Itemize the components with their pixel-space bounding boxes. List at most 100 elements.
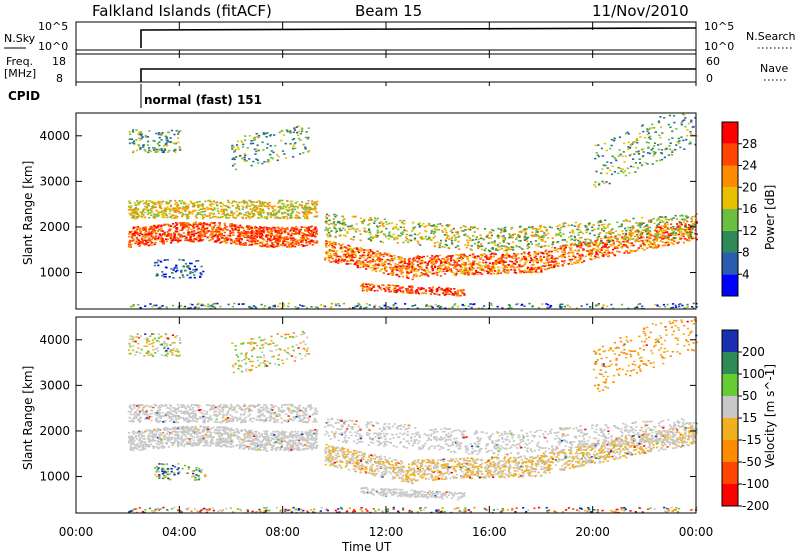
power-cell — [130, 212, 133, 215]
power-cell — [487, 271, 490, 274]
power-cell — [167, 232, 170, 235]
power-cell — [443, 294, 446, 296]
power-cell — [536, 266, 539, 269]
power-cell — [202, 225, 205, 227]
power-cell — [423, 273, 426, 276]
power-cell — [679, 222, 682, 225]
power-cell — [275, 226, 278, 229]
power-cell — [290, 234, 293, 237]
power-cell — [576, 225, 579, 228]
power-cell — [140, 137, 143, 140]
power-cell — [617, 233, 620, 236]
power-cell — [668, 114, 671, 117]
power-cell — [553, 265, 556, 268]
power-cell — [279, 229, 282, 231]
power-cell — [302, 244, 305, 246]
power-cell — [244, 236, 247, 239]
power-cell — [238, 239, 241, 241]
power-cell — [438, 244, 441, 247]
freq-trace — [140, 68, 696, 82]
power-cell — [229, 223, 232, 225]
power-cell — [128, 233, 131, 235]
power-cell — [613, 137, 616, 140]
power-cell — [503, 245, 506, 247]
power-cell — [517, 253, 520, 255]
power-cell — [338, 227, 342, 230]
power-cell — [551, 243, 554, 246]
power-cell — [512, 255, 515, 257]
power-cell — [472, 271, 475, 274]
power-cell — [266, 216, 269, 218]
power-cell — [259, 208, 262, 210]
power-cell — [548, 250, 551, 253]
power-cell — [445, 231, 448, 234]
power-cell — [413, 233, 416, 236]
power-cell — [402, 260, 405, 263]
power-cell — [244, 200, 247, 203]
power-cell — [451, 264, 454, 267]
power-cell — [639, 162, 642, 164]
power-cell — [204, 228, 207, 230]
power-cell — [350, 254, 353, 257]
power-cell — [212, 216, 215, 218]
power-cell — [682, 221, 686, 224]
power-cell — [198, 227, 201, 230]
power-cell — [487, 258, 490, 260]
power-cell — [261, 208, 264, 211]
power-cell — [355, 223, 358, 225]
power-cell — [608, 252, 611, 254]
power-cell — [156, 201, 159, 204]
power-cell — [600, 237, 603, 240]
power-cell — [436, 287, 439, 290]
power-cell — [474, 273, 477, 275]
power-cell — [276, 243, 279, 246]
power-cell — [289, 237, 292, 239]
power-cell — [668, 148, 672, 151]
power-cell — [164, 135, 167, 138]
power-cell — [134, 210, 137, 212]
power-cell — [237, 207, 240, 210]
power-cell — [191, 205, 195, 208]
power-cell — [147, 234, 150, 236]
power-cell — [348, 245, 351, 247]
power-cell — [245, 231, 248, 233]
power-cell — [250, 226, 253, 229]
power-cell — [426, 238, 429, 240]
power-cell — [574, 256, 577, 258]
power-cell — [249, 227, 252, 230]
power-cell — [544, 240, 547, 243]
power-cell — [154, 238, 157, 241]
power-cell — [456, 289, 459, 292]
power-cell — [154, 237, 157, 240]
power-cell — [235, 224, 238, 227]
power-cell — [238, 235, 241, 237]
power-cell — [266, 236, 269, 239]
power-cell — [282, 217, 285, 219]
power-cell — [487, 267, 490, 270]
power-cell — [437, 266, 441, 269]
power-cell — [481, 245, 484, 247]
power-cell — [237, 228, 240, 230]
power-cell — [409, 289, 412, 292]
power-cell — [196, 236, 199, 239]
power-cell — [379, 252, 382, 254]
power-cell — [304, 209, 307, 212]
power-cell — [127, 200, 130, 203]
power-cell — [294, 231, 298, 233]
power-cell — [605, 181, 608, 183]
power-cell — [545, 268, 548, 270]
power-cell — [293, 238, 296, 241]
power-cell — [306, 216, 309, 219]
power-cell — [292, 245, 295, 248]
power-cell — [350, 258, 354, 261]
power-cell — [157, 226, 160, 228]
power-cell — [606, 167, 609, 169]
power-cell — [653, 145, 656, 147]
power-cell — [638, 132, 641, 135]
power-cell — [597, 253, 600, 256]
power-cell — [148, 212, 151, 214]
power-cell — [311, 202, 314, 205]
power-cell — [545, 228, 548, 231]
power-cell — [334, 243, 337, 246]
power-cell — [505, 264, 508, 267]
